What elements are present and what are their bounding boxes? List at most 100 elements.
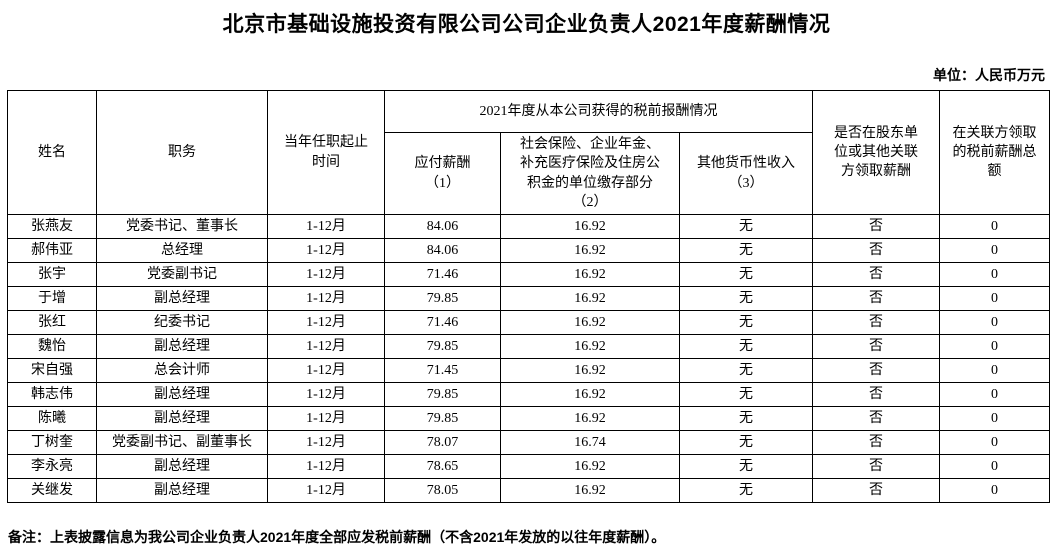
cell-shareholder: 否 — [812, 214, 941, 239]
cell-position: 党委书记、董事长 — [96, 214, 268, 239]
cell-other: 无 — [678, 454, 814, 479]
cell-related: 0 — [939, 310, 1051, 335]
cell-other: 无 — [678, 262, 814, 287]
cell-related: 0 — [939, 238, 1051, 263]
cell-tenure: 1-12月 — [267, 310, 385, 335]
cell-insurance: 16.92 — [500, 214, 680, 239]
cell-related: 0 — [939, 406, 1051, 431]
cell-salary: 71.45 — [384, 358, 501, 383]
cell-insurance: 16.74 — [500, 430, 680, 455]
cell-name: 丁树奎 — [7, 430, 97, 455]
cell-salary: 71.46 — [384, 262, 501, 287]
cell-salary: 78.07 — [384, 430, 501, 455]
col-header-salary-payable: 应付薪酬 （1） — [384, 132, 501, 215]
unit-label: 单位：人民币万元 — [933, 67, 1045, 83]
cell-other: 无 — [678, 478, 814, 503]
cell-insurance: 16.92 — [500, 334, 680, 359]
table-header: 姓名 职务 当年任职起止 时间 2021年度从本公司获得的税前报酬情况 是否在股… — [7, 90, 1051, 215]
cell-shareholder: 否 — [812, 286, 941, 311]
cell-related: 0 — [939, 478, 1051, 503]
cell-related: 0 — [939, 358, 1051, 383]
cell-position: 副总经理 — [96, 382, 268, 407]
cell-tenure: 1-12月 — [267, 430, 385, 455]
cell-salary: 84.06 — [384, 238, 501, 263]
col-header-shareholder-pay: 是否在股东单 位或其他关联 方领取薪酬 — [812, 90, 941, 215]
cell-salary: 79.85 — [384, 382, 501, 407]
col-header-position: 职务 — [96, 90, 268, 215]
cell-salary: 71.46 — [384, 310, 501, 335]
cell-tenure: 1-12月 — [267, 478, 385, 503]
cell-shareholder: 否 — [812, 406, 941, 431]
cell-name: 张红 — [7, 310, 97, 335]
cell-related: 0 — [939, 382, 1051, 407]
table-row: 宋自强 总会计师 1-12月 71.45 16.92 无 否 0 — [7, 358, 1051, 383]
col-header-other-income: 其他货币性收入 （3） — [678, 132, 814, 215]
cell-insurance: 16.92 — [500, 406, 680, 431]
cell-shareholder: 否 — [812, 334, 941, 359]
cell-insurance: 16.92 — [500, 478, 680, 503]
cell-name: 宋自强 — [7, 358, 97, 383]
cell-shareholder: 否 — [812, 238, 941, 263]
cell-insurance: 16.92 — [500, 262, 680, 287]
cell-position: 总经理 — [96, 238, 268, 263]
cell-position: 党委副书记、副董事长 — [96, 430, 268, 455]
cell-name: 郝伟亚 — [7, 238, 97, 263]
table-row: 丁树奎 党委副书记、副董事长 1-12月 78.07 16.74 无 否 0 — [7, 430, 1051, 455]
cell-tenure: 1-12月 — [267, 358, 385, 383]
cell-related: 0 — [939, 214, 1051, 239]
table-row: 张燕友 党委书记、董事长 1-12月 84.06 16.92 无 否 0 — [7, 214, 1051, 239]
table-row: 于增 副总经理 1-12月 79.85 16.92 无 否 0 — [7, 286, 1051, 311]
table-row: 张红 纪委书记 1-12月 71.46 16.92 无 否 0 — [7, 310, 1051, 335]
cell-other: 无 — [678, 406, 814, 431]
cell-salary: 79.85 — [384, 334, 501, 359]
cell-position: 副总经理 — [96, 454, 268, 479]
cell-tenure: 1-12月 — [267, 382, 385, 407]
cell-related: 0 — [939, 430, 1051, 455]
cell-position: 副总经理 — [96, 478, 268, 503]
salary-table: 姓名 职务 当年任职起止 时间 2021年度从本公司获得的税前报酬情况 是否在股… — [7, 90, 1051, 503]
cell-position: 总会计师 — [96, 358, 268, 383]
page-title: 北京市基础设施投资有限公司公司企业负责人2021年度薪酬情况 — [222, 13, 831, 36]
cell-name: 魏怡 — [7, 334, 97, 359]
col-header-social-insurance: 社会保险、企业年金、 补充医疗保险及住房公 积金的单位缴存部分 （2） — [500, 132, 680, 215]
table-row: 张宇 党委副书记 1-12月 71.46 16.92 无 否 0 — [7, 262, 1051, 287]
footnote: 备注：上表披露信息为我公司企业负责人2021年度全部应发税前薪酬（不含2021年… — [8, 529, 666, 545]
cell-other: 无 — [678, 286, 814, 311]
cell-related: 0 — [939, 454, 1051, 479]
cell-other: 无 — [678, 214, 814, 239]
cell-shareholder: 否 — [812, 430, 941, 455]
cell-shareholder: 否 — [812, 382, 941, 407]
col-header-tenure: 当年任职起止 时间 — [267, 90, 385, 215]
cell-shareholder: 否 — [812, 310, 941, 335]
table-row: 郝伟亚 总经理 1-12月 84.06 16.92 无 否 0 — [7, 238, 1051, 263]
cell-name: 张燕友 — [7, 214, 97, 239]
cell-salary: 78.05 — [384, 478, 501, 503]
cell-related: 0 — [939, 262, 1051, 287]
cell-tenure: 1-12月 — [267, 286, 385, 311]
col-header-name: 姓名 — [7, 90, 97, 215]
table-row: 关继发 副总经理 1-12月 78.05 16.92 无 否 0 — [7, 478, 1051, 503]
cell-tenure: 1-12月 — [267, 454, 385, 479]
col-header-related-total: 在关联方领取 的税前薪酬总 额 — [939, 90, 1051, 215]
cell-insurance: 16.92 — [500, 382, 680, 407]
cell-insurance: 16.92 — [500, 286, 680, 311]
cell-other: 无 — [678, 238, 814, 263]
cell-name: 于增 — [7, 286, 97, 311]
cell-salary: 84.06 — [384, 214, 501, 239]
cell-name: 陈曦 — [7, 406, 97, 431]
cell-name: 关继发 — [7, 478, 97, 503]
cell-tenure: 1-12月 — [267, 406, 385, 431]
cell-position: 纪委书记 — [96, 310, 268, 335]
cell-other: 无 — [678, 310, 814, 335]
cell-tenure: 1-12月 — [267, 334, 385, 359]
cell-insurance: 16.92 — [500, 358, 680, 383]
cell-shareholder: 否 — [812, 478, 941, 503]
cell-position: 副总经理 — [96, 286, 268, 311]
table-row: 魏怡 副总经理 1-12月 79.85 16.92 无 否 0 — [7, 334, 1051, 359]
cell-tenure: 1-12月 — [267, 238, 385, 263]
cell-other: 无 — [678, 430, 814, 455]
cell-other: 无 — [678, 334, 814, 359]
cell-tenure: 1-12月 — [267, 262, 385, 287]
cell-insurance: 16.92 — [500, 238, 680, 263]
cell-related: 0 — [939, 334, 1051, 359]
